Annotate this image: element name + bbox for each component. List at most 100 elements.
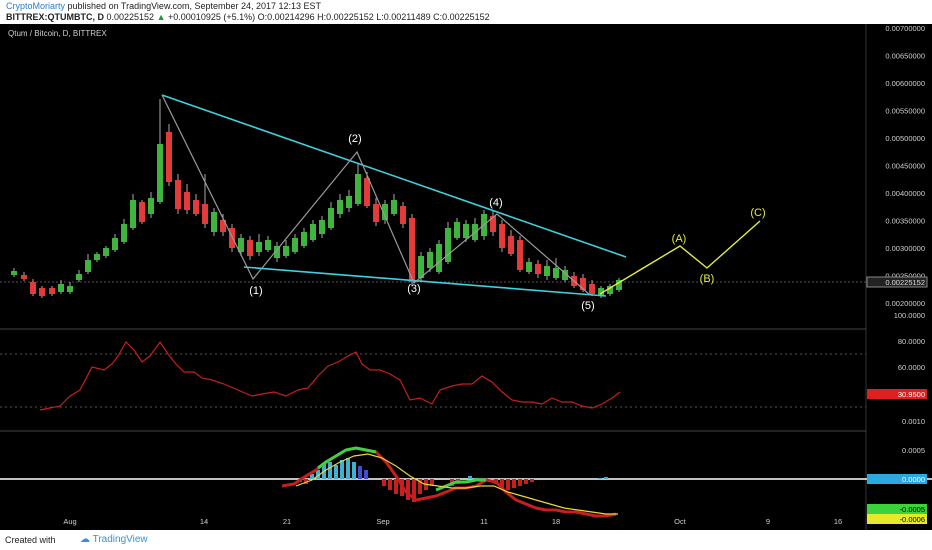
- time-axis-label: 11: [480, 517, 488, 526]
- macd-histogram-bar: [506, 479, 510, 490]
- signal-value-badge: [867, 514, 927, 524]
- candle-up: [463, 224, 469, 238]
- macd-histogram-bar: [328, 462, 332, 479]
- candle-down: [39, 288, 45, 296]
- candle-up: [391, 200, 397, 214]
- last-price: 0.00225152: [106, 12, 155, 22]
- candle-up: [67, 286, 73, 292]
- macd-line-green: [317, 446, 377, 470]
- price-axis-label: 0.00450000: [885, 162, 925, 171]
- candle-down: [175, 180, 181, 209]
- macd-zero-badge: [867, 474, 927, 484]
- author-link[interactable]: CryptoMoriarty: [6, 1, 66, 11]
- time-axis-label: 9: [766, 517, 770, 526]
- candle-down: [139, 202, 145, 222]
- rsi-axis-label: 100.0000: [894, 311, 925, 320]
- price-axis-label: 0.00650000: [885, 52, 925, 61]
- wave-path: [161, 94, 590, 295]
- candle-up: [58, 284, 64, 292]
- rsi-line: [39, 340, 621, 411]
- time-axis-label: Aug: [63, 517, 76, 526]
- candle-up: [238, 238, 244, 252]
- candle-up: [598, 288, 604, 296]
- candle-up: [121, 224, 127, 242]
- candle-down: [30, 282, 36, 294]
- macd-histogram-bar: [364, 470, 368, 479]
- rsi-axis-label: 80.0000: [898, 337, 925, 346]
- candle-up: [382, 204, 388, 220]
- signal-line: [295, 453, 618, 515]
- tradingview-brand[interactable]: ☁ TradingView: [80, 534, 148, 545]
- candle-down: [400, 206, 406, 224]
- candle-up: [355, 174, 361, 204]
- macd-histogram-bar: [334, 465, 338, 479]
- candle-up: [427, 252, 433, 268]
- publication-header: CryptoMoriarty published on TradingView.…: [0, 0, 932, 24]
- cloud-logo-icon: TradingView: [92, 534, 148, 545]
- macd-histogram-bar: [418, 479, 422, 494]
- signal-value-label: -0.0006: [900, 515, 925, 524]
- time-axis-label: 18: [552, 517, 560, 526]
- candle-down: [499, 224, 505, 248]
- footer: Created with ☁ TradingView: [0, 530, 932, 550]
- macd-histogram-bar: [512, 479, 516, 488]
- candle-up: [544, 266, 550, 276]
- price-axis-label: 0.00200000: [885, 299, 925, 308]
- candle-up: [130, 200, 136, 228]
- candle-up: [337, 200, 343, 214]
- price-axis-label: 0.00400000: [885, 189, 925, 198]
- abc-label: (A): [672, 233, 687, 245]
- macd-histogram-bar: [604, 477, 608, 479]
- price-axis-label: 0.00350000: [885, 217, 925, 226]
- candle-up: [292, 238, 298, 252]
- candle-up: [526, 262, 532, 272]
- candle-up: [319, 220, 325, 234]
- macd-histogram-bar: [388, 479, 392, 490]
- price-axis-label: 0.00550000: [885, 107, 925, 116]
- candle-down: [184, 192, 190, 210]
- macd-histogram-bar: [304, 479, 308, 484]
- macd-histogram-bar: [468, 476, 472, 479]
- time-axis-label: 21: [283, 517, 291, 526]
- wave-label: (1): [249, 285, 262, 297]
- price-axis-label: 0.00700000: [885, 24, 925, 33]
- price-axis-label: 0.00600000: [885, 79, 925, 88]
- candle-down: [508, 236, 514, 254]
- time-axis-label: Sep: [376, 517, 389, 526]
- candle-up: [454, 222, 460, 238]
- abc-label: (B): [700, 273, 715, 285]
- chart-canvas[interactable]: 0.00700000 0.00650000 0.00600000 0.00550000…: [0, 24, 932, 530]
- published-text: published on TradingView.com, September …: [67, 1, 322, 11]
- chart-area[interactable]: 0.00700000 0.00650000 0.00600000 0.00550000…: [0, 24, 932, 530]
- candle-up: [562, 270, 568, 280]
- triangle-up-icon: ▲: [156, 12, 166, 22]
- candle-down: [490, 216, 496, 232]
- candle-up: [256, 242, 262, 252]
- macd-histogram-bar: [524, 479, 528, 484]
- candle-up: [301, 232, 307, 246]
- price-axis-label: 0.00250000: [885, 272, 925, 281]
- candle-up: [616, 280, 622, 290]
- candle-up: [85, 260, 91, 272]
- candle-up: [310, 224, 316, 240]
- rsi-value-label: 30.9500: [898, 390, 925, 399]
- macd-histogram-bar: [316, 470, 320, 479]
- macd-histogram-bar: [430, 479, 434, 486]
- rsi-value-badge: [867, 389, 927, 399]
- rsi-axis-label: 60.0000: [898, 363, 925, 372]
- candle-down: [517, 240, 523, 270]
- wave-label: (5): [581, 300, 594, 312]
- candle-up: [553, 268, 559, 278]
- current-price-label: 0.00225152: [885, 278, 925, 287]
- macd-histogram-bar: [530, 479, 534, 482]
- candle-up: [436, 244, 442, 272]
- candle-up: [265, 240, 271, 250]
- ohlc-values: O:0.00214296 H:0.00225152 L:0.00211489 C…: [257, 12, 490, 22]
- macd-histogram-bar: [500, 479, 504, 488]
- candle-down: [247, 240, 253, 256]
- macd-histogram-bar: [382, 479, 386, 486]
- macd-histogram-bar: [406, 479, 410, 500]
- candle-up: [76, 274, 82, 280]
- candle-up: [328, 208, 334, 228]
- candle-down: [220, 220, 226, 232]
